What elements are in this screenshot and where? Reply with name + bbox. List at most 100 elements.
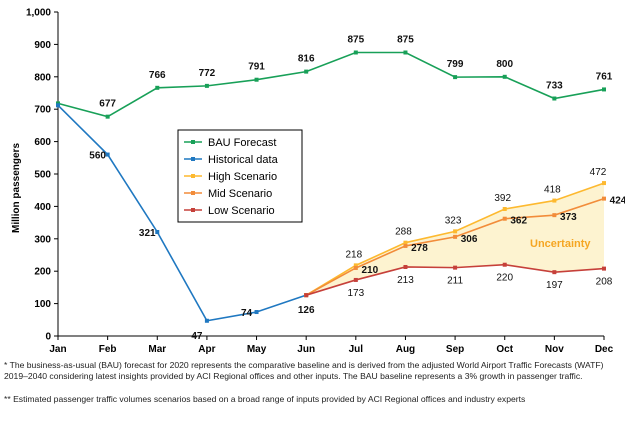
data-label: 392 xyxy=(494,193,511,204)
data-point xyxy=(353,277,358,282)
data-point xyxy=(602,181,606,186)
legend: BAU Forecast Historical data High Scenario… xyxy=(177,129,303,223)
legend-marker xyxy=(191,191,195,195)
data-label: 472 xyxy=(590,167,607,178)
data-label: 278 xyxy=(411,243,428,254)
series-line xyxy=(57,104,307,322)
data-point xyxy=(155,85,160,90)
data-point xyxy=(602,196,606,201)
data-point xyxy=(304,293,309,298)
data-point xyxy=(254,310,259,315)
x-tick-label: Jul xyxy=(349,344,364,355)
data-point xyxy=(353,265,358,270)
uncertainty-band-layer xyxy=(306,183,604,296)
data-point xyxy=(552,96,557,101)
x-tick-label: Apr xyxy=(198,344,215,355)
data-point xyxy=(105,114,110,119)
x-tick-label: Oct xyxy=(496,344,513,355)
x-tick-label: Feb xyxy=(99,344,117,355)
data-point xyxy=(602,266,606,271)
data-label: 875 xyxy=(397,35,414,46)
data-point xyxy=(403,50,408,55)
y-tick-label: 1,000 xyxy=(26,8,51,19)
data-point xyxy=(453,234,458,239)
data-label: 47 xyxy=(191,331,203,342)
data-label: 74 xyxy=(241,308,253,319)
footnote-scenarios: ** Estimated passenger traffic volumes s… xyxy=(4,394,526,404)
y-axis-title: Million passengers xyxy=(11,143,22,233)
data-point xyxy=(403,240,408,245)
data-label: 418 xyxy=(544,185,561,196)
data-point xyxy=(453,229,458,234)
legend-marker xyxy=(191,157,195,161)
x-tick-label: Dec xyxy=(595,344,614,355)
y-tick-label: 400 xyxy=(34,202,51,213)
data-label: 306 xyxy=(461,234,478,245)
data-label: 173 xyxy=(347,288,364,299)
data-point xyxy=(105,152,110,157)
data-point xyxy=(403,264,408,269)
data-point xyxy=(155,229,160,234)
data-label: 733 xyxy=(546,81,563,92)
series-lines xyxy=(56,50,606,323)
data-point xyxy=(453,75,458,80)
data-label: 210 xyxy=(361,265,378,276)
data-point xyxy=(353,50,358,55)
series-line xyxy=(57,51,605,118)
data-label: 424 xyxy=(610,196,625,207)
legend-entry: Low Scenario xyxy=(208,205,275,217)
data-point xyxy=(204,318,209,323)
data-label: 816 xyxy=(298,54,315,65)
y-tick-label: 0 xyxy=(45,332,51,343)
y-tick-label: 100 xyxy=(34,299,51,310)
data-point xyxy=(204,83,209,88)
axes: 0 100 200 300 400 500 600 700 800 900 1,000 Jan Feb M… xyxy=(26,8,614,356)
legend-entry: High Scenario xyxy=(208,171,277,183)
data-point xyxy=(552,213,557,218)
y-tick-label: 500 xyxy=(34,170,51,181)
data-label: 126 xyxy=(298,305,315,316)
y-tick-label: 600 xyxy=(34,137,51,148)
uncertainty-annotation: Uncertainty xyxy=(530,238,591,250)
legend-marker xyxy=(191,208,195,212)
data-label: 213 xyxy=(397,275,414,286)
data-labels: 677 766 772 791 816 875 875 799 800 733 761 560 321 4… xyxy=(89,35,625,342)
legend-marker xyxy=(191,140,195,144)
legend-entry: BAU Forecast xyxy=(208,137,276,149)
data-label: 791 xyxy=(248,62,265,73)
x-tick-label: May xyxy=(247,344,267,355)
data-label: 218 xyxy=(345,249,362,260)
data-label: 800 xyxy=(496,59,513,70)
data-point xyxy=(403,243,408,248)
x-tick-label: Aug xyxy=(396,344,415,355)
legend-entry: Historical data xyxy=(208,154,279,166)
x-tick-label: Jan xyxy=(49,344,66,355)
data-label: 323 xyxy=(445,215,462,226)
data-point xyxy=(552,270,557,275)
data-label: 220 xyxy=(496,273,513,284)
x-tick-label: Mar xyxy=(148,344,166,355)
legend-marker xyxy=(191,174,195,178)
uncertainty-band xyxy=(306,183,604,296)
data-point xyxy=(56,103,60,108)
data-point xyxy=(502,74,507,79)
data-label: 772 xyxy=(199,68,216,79)
data-label: 321 xyxy=(139,228,156,239)
data-point xyxy=(502,262,507,267)
data-point xyxy=(254,77,259,82)
data-label: 766 xyxy=(149,70,166,81)
data-point xyxy=(304,69,309,74)
y-tick-label: 900 xyxy=(34,40,51,51)
passenger-traffic-chart: 0 100 200 300 400 500 600 700 800 900 1,000 Jan Feb M… xyxy=(11,8,625,356)
y-tick-label: 200 xyxy=(34,267,51,278)
data-label: 288 xyxy=(395,227,412,238)
data-label: 197 xyxy=(546,280,563,291)
data-point xyxy=(353,263,358,268)
data-point xyxy=(453,265,458,270)
y-tick-label: 300 xyxy=(34,234,51,245)
x-tick-label: Sep xyxy=(446,344,464,355)
data-label: 560 xyxy=(89,151,106,162)
data-label: 761 xyxy=(596,71,613,82)
data-label: 211 xyxy=(447,276,463,287)
data-point xyxy=(502,216,507,221)
